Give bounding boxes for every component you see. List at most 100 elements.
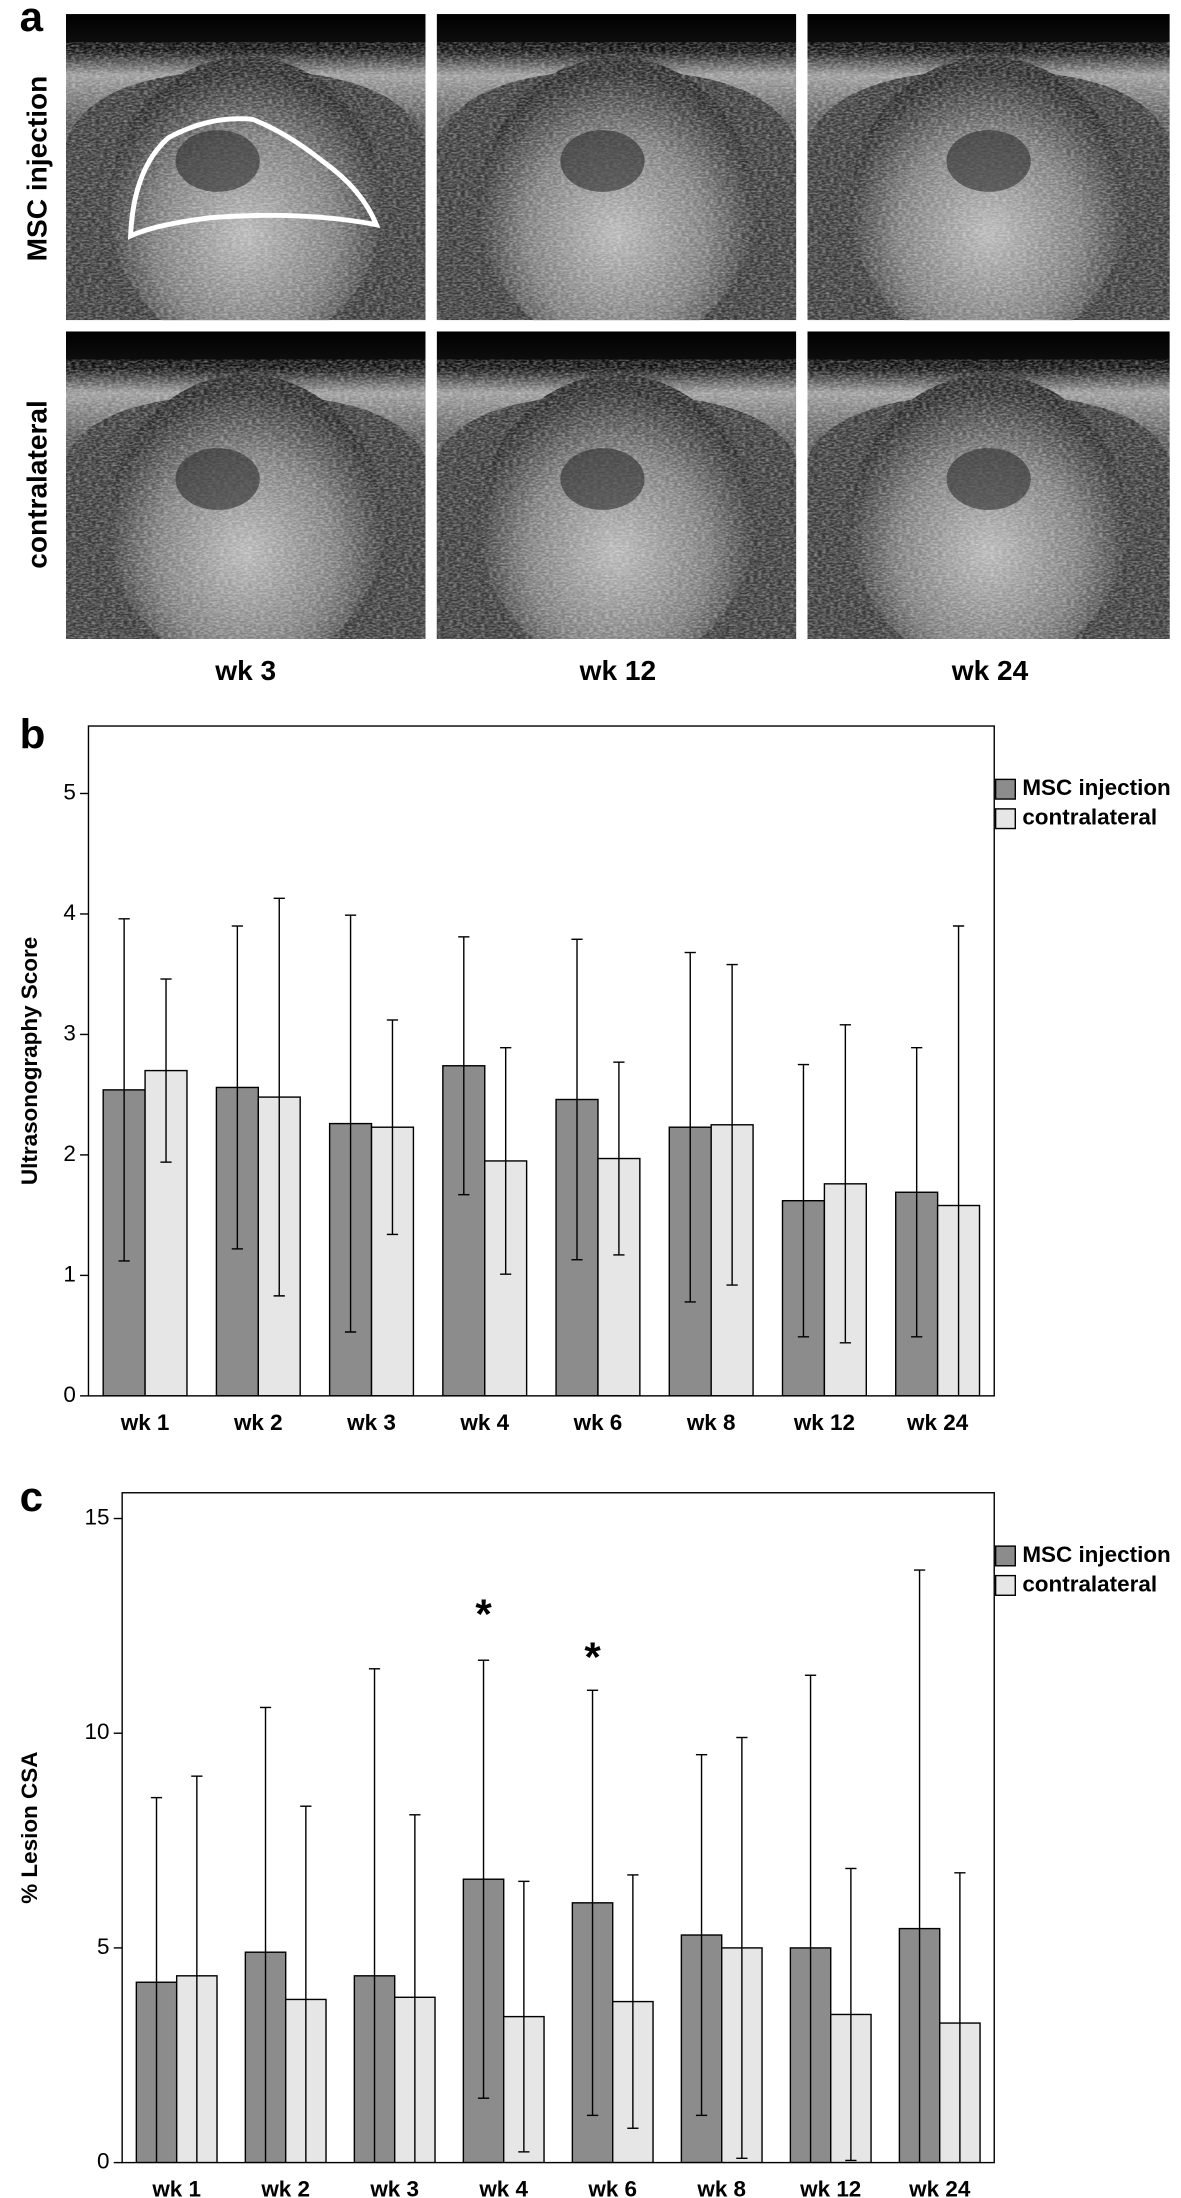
y-tick-label: 2 [63,1141,76,1166]
row-label: contralateral [22,400,53,569]
legend-label: contralateral [1022,1571,1157,1596]
error-bar [613,1061,625,1256]
y-tick-label: 4 [63,900,76,925]
hypoechoic [175,448,260,510]
row-label: MSC injection [22,76,53,262]
lesion-outline [127,116,381,240]
error-bar [118,918,130,1262]
ultrasound-image [436,14,797,321]
x-tick-label: wk 24 [908,2177,971,2198]
error-bar [804,1674,817,2163]
y-tick-label: 10 [85,1719,110,1744]
error-bar [409,1814,421,2163]
legend-swatch [994,1545,1016,1567]
y-tick-label: 5 [97,1934,110,1959]
image-content [436,14,797,321]
plot-area [135,1569,981,2163]
error-bar [368,1668,381,2163]
plot-frame [121,1492,995,2164]
ultrasound-image [436,331,797,639]
x-tick-label: wk 24 [906,1410,969,1435]
error-bar [627,1874,639,2129]
chart: b Ultrasonography Score 0 1 2 3 4 5 wk 1 wk 2 wk 3… [17,710,1171,1435]
column-label: wk 12 [579,655,657,686]
error-bar [695,1753,708,2117]
image-content [807,14,1170,321]
error-bar [477,1659,490,2099]
plot-area [102,897,981,1396]
y-axis-label: Ultrasonography Score [17,937,42,1185]
legend-swatch [994,778,1016,800]
error-bar [586,1689,599,2117]
y-axis-label: % Lesion CSA [17,1752,42,1904]
error-bar [344,914,357,1333]
y-tick-label: 3 [63,1020,76,1045]
x-tick-label: wk 2 [233,1410,283,1435]
error-bar [571,938,583,1261]
ultrasound-image [66,331,426,639]
error-bar [913,1569,926,2163]
legend-label: MSC injection [1022,1542,1170,1567]
legend-swatch [994,1574,1016,1596]
legend-swatch [994,808,1016,830]
error-bar [518,1880,530,2153]
chart: c % Lesion CSA 0 5 10 15 wk 1 wk 2 wk 3 wk 4 wk 6 w… [17,1473,1171,2198]
y-tick-label: 0 [97,2149,110,2174]
hypoechoic [175,130,260,192]
error-bar [726,963,738,1286]
error-bar [839,1024,851,1344]
plot-frame [87,725,995,1397]
error-bar [458,936,470,1196]
ultrasound-image [807,14,1170,321]
error-bar [684,951,696,1303]
image-content [807,331,1170,639]
x-tick-label: wk 3 [369,2177,419,2198]
image-content [66,331,426,639]
x-tick-label: wk 12 [799,2177,861,2198]
significance-marker: * [475,1590,492,1637]
error-bar [231,925,243,1250]
x-tick-label: wk 1 [120,1410,170,1435]
error-bar [952,925,965,1396]
hypoechoic [560,130,645,192]
ultrasound-panel: a MSC injection contralateral wk 3 wk 12… [20,0,1170,686]
error-bar [954,1872,966,2163]
error-bar [845,1867,857,2162]
significance-marker: * [584,1633,601,1680]
x-tick-label: wk 2 [260,2177,310,2198]
column-label: wk 24 [951,655,1029,686]
error-bar [273,897,285,1297]
ultrasound-image [807,331,1170,639]
y-tick-label: 0 [63,1382,76,1407]
hypoechoic [946,448,1031,510]
x-tick-label: wk 4 [459,1410,509,1435]
hypoechoic [946,130,1031,192]
x-tick-label: wk 6 [587,2177,637,2198]
error-bar [150,1796,163,2163]
ultrasound-image [66,14,426,321]
y-tick-label: 1 [63,1261,76,1286]
error-bar [300,1805,312,2163]
x-tick-label: wk 8 [686,1410,736,1435]
image-content [66,14,426,321]
error-bar [160,978,172,1163]
panel-label: c [20,1473,43,1520]
error-bar [797,1063,810,1338]
panel-label: a [20,0,44,40]
x-tick-label: wk 8 [696,2177,746,2198]
legend-label: MSC injection [1022,775,1170,800]
error-bar [736,1736,748,2160]
x-tick-label: wk 1 [151,2177,201,2198]
x-tick-label: wk 3 [346,1410,396,1435]
error-bar [259,1706,272,2163]
error-bar [191,1775,203,2163]
error-bar [911,1046,923,1338]
x-tick-label: wk 4 [478,2177,528,2198]
y-tick-label: 15 [85,1504,110,1529]
x-tick-label: wk 12 [793,1410,855,1435]
legend-label: contralateral [1022,805,1157,830]
panel-label: b [20,710,46,757]
error-bar [386,1019,399,1236]
